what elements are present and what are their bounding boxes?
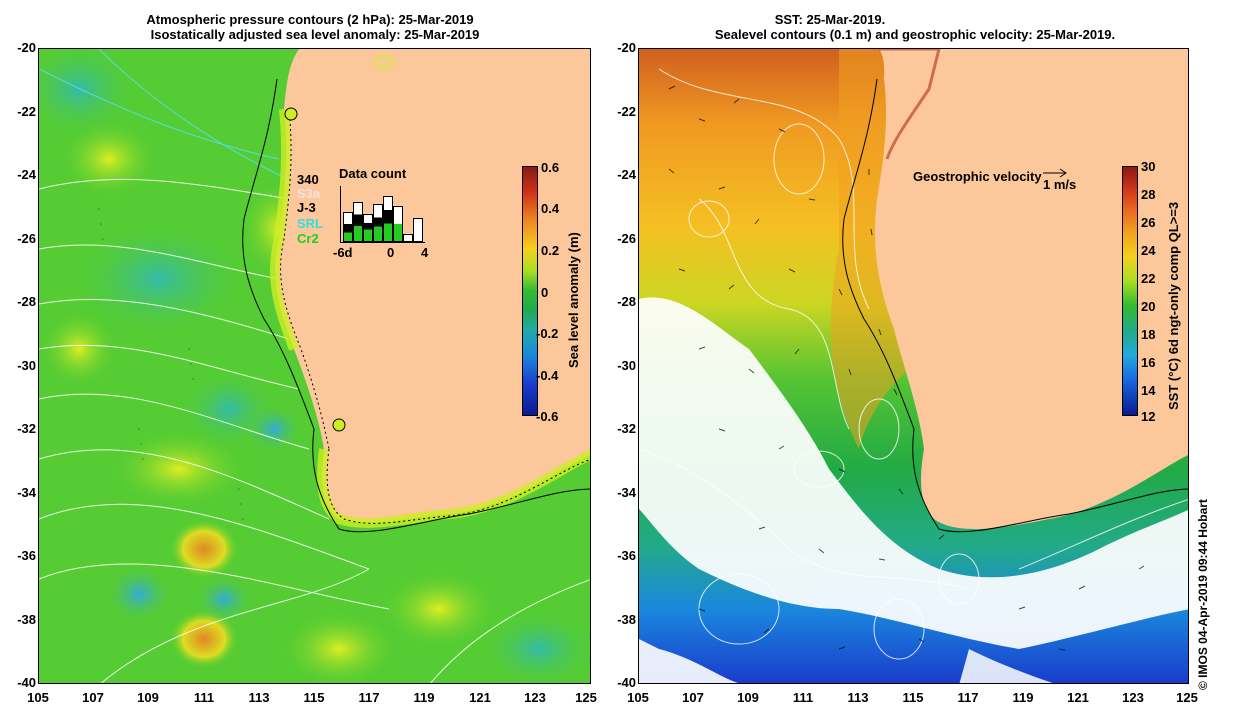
data-count-histogram — [340, 186, 425, 243]
x-tick: 125 — [1176, 690, 1198, 705]
colorbar-tick: 0.6 — [541, 160, 560, 175]
x-tick: 105 — [627, 690, 649, 705]
sla-colorbar — [522, 166, 538, 416]
y-tick: -30 — [17, 358, 36, 373]
x-tick: 117 — [358, 690, 380, 705]
x-tick: 121 — [469, 690, 491, 705]
histogram-bar — [403, 234, 413, 242]
colorbar-tick: -0.6 — [536, 409, 559, 424]
imos-credit: © IMOS 04-Apr-2019 09:44 Hobart — [1196, 499, 1210, 690]
colorbar-tick: -0.2 — [536, 326, 559, 341]
y-tick: -36 — [17, 548, 36, 563]
y-tick: -40 — [17, 675, 36, 690]
y-tick: -30 — [617, 358, 636, 373]
histogram-tick: 0 — [387, 245, 395, 260]
left-title-line1: Atmospheric pressure contours (2 hPa): 2… — [146, 12, 474, 27]
colorbar-tick: 0.2 — [541, 243, 560, 258]
satellite-j3: J-3 — [297, 200, 316, 215]
histogram-bar — [373, 204, 383, 242]
x-tick: 115 — [902, 690, 924, 705]
x-tick: 105 — [27, 690, 49, 705]
y-tick: -20 — [17, 40, 36, 55]
y-tick: -38 — [17, 612, 36, 627]
y-tick: -34 — [617, 485, 636, 500]
colorbar-tick: 12 — [1141, 409, 1156, 424]
velocity-legend-unit: 1 m/s — [1043, 177, 1077, 192]
histogram-bar — [363, 214, 373, 242]
colorbar-tick: 24 — [1141, 243, 1156, 258]
x-tick: 107 — [82, 690, 104, 705]
colorbar-tick: 16 — [1141, 355, 1156, 370]
x-tick: 115 — [303, 690, 325, 705]
sla-map-graphic — [39, 49, 590, 683]
satellite-s3a: S3a — [297, 186, 321, 201]
x-tick: 113 — [248, 690, 270, 705]
histogram-bar — [343, 212, 353, 242]
sst-colorbar — [1122, 166, 1138, 416]
y-tick: -24 — [17, 167, 36, 182]
sst-map-graphic — [639, 49, 1188, 683]
x-tick: 109 — [137, 690, 159, 705]
data-count-title: Data count — [339, 166, 407, 181]
colorbar-tick: 0.4 — [541, 201, 560, 216]
x-tick: 113 — [847, 690, 869, 705]
colorbar-tick: -0.4 — [536, 368, 559, 383]
x-tick: 111 — [792, 690, 814, 705]
x-tick: 107 — [682, 690, 704, 705]
colorbar-tick: 22 — [1141, 271, 1156, 286]
right-title-line2: Sealevel contours (0.1 m) and geostrophi… — [714, 27, 1116, 42]
y-tick: -40 — [617, 675, 636, 690]
x-tick: 125 — [575, 690, 597, 705]
y-tick: -36 — [617, 548, 636, 563]
colorbar-tick: 18 — [1141, 327, 1156, 342]
colorbar-tick: 30 — [1141, 159, 1156, 174]
y-tick: -34 — [17, 485, 36, 500]
x-tick: 117 — [957, 690, 979, 705]
histogram-bar — [413, 218, 423, 242]
y-tick: -24 — [617, 167, 636, 182]
x-tick: 111 — [193, 690, 215, 705]
y-tick: -26 — [617, 231, 636, 246]
sst-colorbar-label: SST (°C) 6d ngt-only comp QL>=3 — [1166, 201, 1181, 410]
x-tick: 123 — [524, 690, 546, 705]
y-tick: -28 — [617, 294, 636, 309]
colorbar-tick: 26 — [1141, 215, 1156, 230]
velocity-legend-label: Geostrophic velocity — [913, 169, 1042, 184]
histogram-tick: 4 — [421, 245, 429, 260]
sla-colorbar-label: Sea level anomaly (m) — [566, 232, 581, 368]
y-tick: -38 — [617, 612, 636, 627]
x-tick: 123 — [1122, 690, 1144, 705]
x-tick: 119 — [413, 690, 435, 705]
sst-map — [638, 48, 1189, 684]
histogram-bar — [393, 206, 403, 242]
histogram-bar — [383, 196, 393, 242]
y-tick: -26 — [17, 231, 36, 246]
satellite-cr2: Cr2 — [297, 231, 319, 246]
y-tick: -22 — [17, 104, 36, 119]
colorbar-tick: 0 — [541, 285, 549, 300]
y-tick: -28 — [17, 294, 36, 309]
velocity-arrow-icon — [1043, 168, 1067, 178]
left-title-line2: Isostatically adjusted sea level anomaly… — [150, 27, 480, 42]
colorbar-tick: 28 — [1141, 187, 1156, 202]
x-tick: 121 — [1067, 690, 1089, 705]
sea-level-anomaly-map — [38, 48, 591, 684]
right-title-line1: SST: 25-Mar-2019. — [774, 12, 886, 27]
x-tick: 109 — [737, 690, 759, 705]
data-count-total: 340 — [297, 172, 319, 187]
y-tick: -20 — [617, 40, 636, 55]
satellite-srl: SRL — [297, 216, 323, 231]
y-tick: -32 — [617, 421, 636, 436]
y-tick: -22 — [617, 104, 636, 119]
colorbar-tick: 20 — [1141, 299, 1156, 314]
histogram-bar — [353, 202, 363, 242]
x-tick: 119 — [1012, 690, 1034, 705]
y-tick: -32 — [17, 421, 36, 436]
histogram-tick: -6d — [333, 245, 353, 260]
colorbar-tick: 14 — [1141, 383, 1156, 398]
